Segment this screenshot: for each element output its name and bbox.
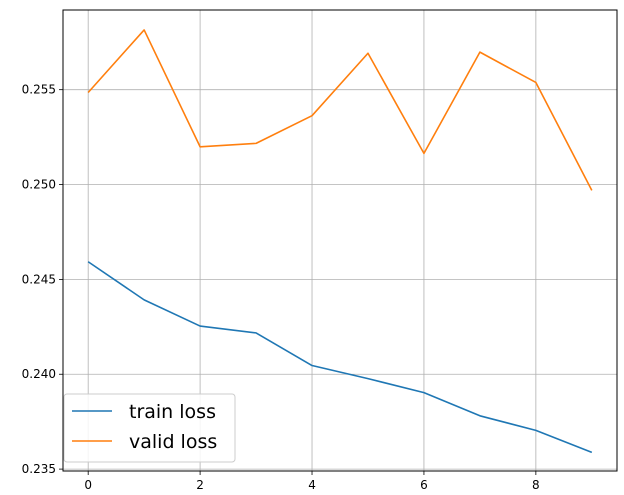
y-tick-label: 0.235 — [22, 462, 56, 476]
x-tick-label: 8 — [532, 478, 540, 492]
grid — [63, 10, 617, 471]
x-tick-label: 0 — [84, 478, 92, 492]
plot-frame — [62, 9, 618, 472]
y-tick-label: 0.245 — [22, 272, 56, 286]
x-axis-ticks: 0 2 4 6 8 — [84, 471, 540, 492]
y-tick-label: 0.255 — [22, 83, 56, 97]
train-loss-line — [87, 261, 593, 454]
legend: train loss valid loss — [63, 393, 236, 463]
y-tick-label: 0.250 — [22, 178, 56, 192]
x-tick-label: 4 — [308, 478, 316, 492]
x-tick-label: 2 — [196, 478, 204, 492]
series-lines — [87, 29, 593, 454]
legend-label-train-loss: train loss — [129, 401, 216, 423]
legend-label-valid-loss: valid loss — [129, 431, 217, 453]
y-axis-ticks: 0.235 0.240 0.245 0.250 0.255 — [22, 83, 63, 476]
valid-loss-line — [87, 29, 593, 191]
x-tick-label: 6 — [420, 478, 428, 492]
y-tick-label: 0.240 — [22, 367, 56, 381]
